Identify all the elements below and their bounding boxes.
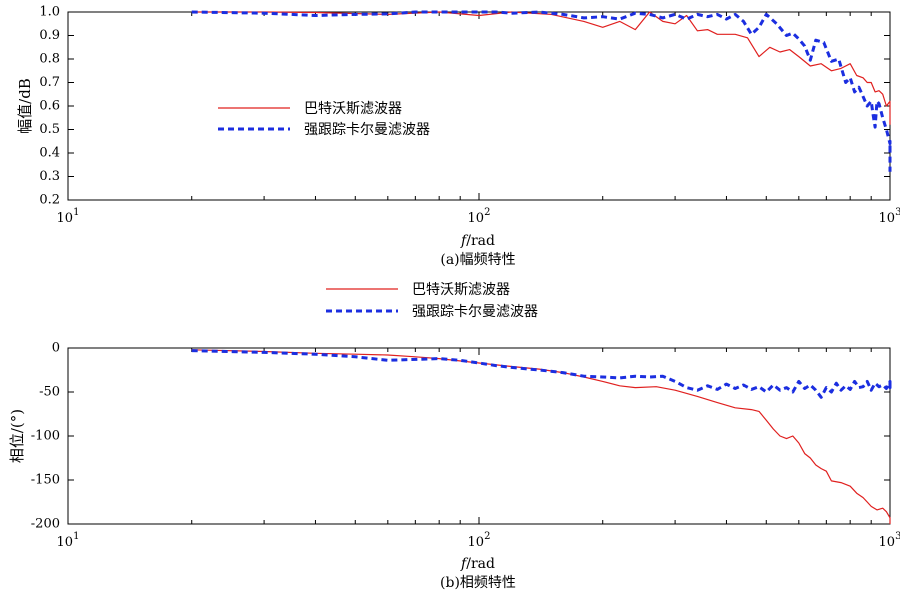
series-butterworth-line: [191, 11, 891, 125]
x-tick-label-base: 10: [468, 535, 485, 550]
x-tick-label: 101: [57, 207, 80, 226]
panel-a-x-axis-unit: /rad: [466, 233, 495, 249]
panel-b-x-axis-symbol: f: [460, 556, 469, 572]
panel-b-x-axis-unit: /rad: [466, 556, 495, 572]
panel-b-legend-label-butterworth: 巴特沃斯滤波器: [412, 282, 510, 298]
y-tick-label: -50: [39, 385, 60, 400]
panel-b-x-tick-labels: 101 102 103: [57, 531, 900, 550]
panel-a: 1.00.90.80.70.60.50.40.30.2 101 102 103 幅值…: [16, 5, 900, 269]
y-tick-label: 1.0: [39, 5, 60, 20]
panel-a-axes-frame: [67, 11, 891, 201]
series-butterworth-line: [191, 349, 891, 524]
x-tick-label-base: 10: [879, 211, 896, 226]
x-tick-label-base: 10: [57, 211, 74, 226]
y-tick-label: 0.6: [39, 99, 60, 114]
panel-a-series: [191, 10, 892, 172]
y-tick-label: 0.2: [39, 193, 60, 208]
x-tick-label: 103: [879, 531, 900, 550]
y-tick-label: 0.7: [39, 75, 60, 90]
panel-a-legend: 巴特沃斯滤波器 强跟踪卡尔曼滤波器: [218, 101, 430, 138]
y-tick-label: 0.4: [39, 146, 60, 161]
x-tick-label-base: 10: [468, 211, 485, 226]
panel-a-minor-ticks: [67, 12, 891, 200]
y-tick-label: 0: [52, 341, 60, 356]
series-strong-tracking-kalman-line: [191, 10, 892, 172]
panel-a-y-tick-labels: 1.0 0.9 0.8 0.7 0.6 0.5 0.4 0.3 0.2: [39, 5, 890, 208]
panel-b: 0-50-100-150-200 101 102 103 相位/(°) f/rad …: [8, 282, 900, 591]
panel-b-x-axis-label: f/rad: [460, 556, 495, 572]
panel-b-legend-label-kalman: 强跟踪卡尔曼滤波器: [412, 304, 538, 320]
panel-b-minor-ticks: [67, 348, 891, 524]
x-tick-label: 102: [468, 531, 491, 550]
panel-b-axes-frame: [67, 347, 891, 525]
y-tick-label: 0.3: [39, 169, 60, 184]
x-tick-label-exponent: 1: [73, 531, 79, 542]
x-tick-label-exponent: 1: [73, 207, 79, 218]
panel-b-caption: (b)相频特性: [440, 575, 516, 591]
y-tick-label: -200: [31, 517, 60, 532]
panel-b-series: [191, 349, 892, 524]
x-tick-label: 102: [468, 207, 491, 226]
y-tick-label: -100: [31, 429, 60, 444]
panel-a-x-axis-label: f/rad: [460, 233, 495, 249]
y-tick-label: 0.9: [39, 28, 60, 43]
panel-a-legend-label-butterworth: 巴特沃斯滤波器: [304, 101, 402, 117]
panel-a-caption: (a)幅频特性: [440, 252, 515, 268]
x-tick-label-base: 10: [879, 535, 896, 550]
panel-b-legend: 巴特沃斯滤波器 强跟踪卡尔曼滤波器: [326, 282, 538, 320]
x-tick-label-exponent: 2: [484, 207, 490, 218]
x-tick-label-exponent: 2: [484, 531, 490, 542]
panel-b-y-tick-labels: 0 -50 -100 -150 -200: [31, 341, 890, 532]
x-tick-label-base: 10: [57, 535, 74, 550]
panel-a-x-tick-labels: 101 102 103: [57, 207, 900, 226]
y-tick-label: 0.8: [39, 52, 60, 67]
x-tick-label-exponent: 3: [895, 207, 900, 218]
y-tick-label: 0.5: [39, 122, 60, 137]
x-tick-label: 101: [57, 531, 80, 550]
panel-b-y-axis-label: 相位/(°): [8, 409, 26, 463]
panel-a-x-axis-symbol: f: [460, 233, 469, 249]
panel-a-y-axis-label: 幅值/dB: [16, 78, 34, 134]
series-strong-tracking-kalman-line: [191, 349, 892, 399]
x-tick-label: 103: [879, 207, 900, 226]
panel-a-legend-label-kalman: 强跟踪卡尔曼滤波器: [304, 122, 430, 138]
y-tick-label: -150: [31, 473, 60, 488]
x-tick-label-exponent: 3: [895, 531, 900, 542]
